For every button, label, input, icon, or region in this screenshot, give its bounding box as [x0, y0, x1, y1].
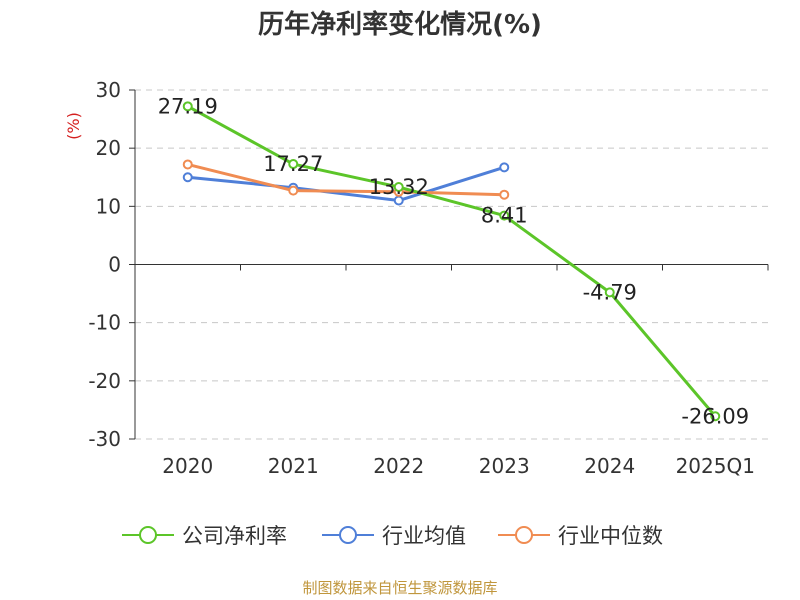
x-tick-label: 2024 [584, 454, 635, 478]
y-tick-label: 10 [96, 194, 121, 218]
x-tick-label: 2021 [268, 454, 319, 478]
series-line [187, 162, 505, 197]
legend-label: 行业中位数 [558, 524, 663, 548]
data-label: -4.79 [583, 280, 637, 304]
data-label: -26.09 [681, 404, 749, 428]
data-point[interactable] [288, 185, 299, 196]
data-point[interactable] [499, 210, 510, 221]
data-point[interactable] [182, 172, 193, 183]
data-point[interactable] [499, 189, 510, 200]
y-tick-label: -30 [88, 427, 121, 451]
y-tick-label: -10 [88, 311, 121, 335]
y-tick-label: 20 [96, 136, 121, 160]
data-label: 13.32 [369, 175, 429, 199]
x-tick-label: 2022 [373, 454, 424, 478]
series-lines [182, 101, 721, 422]
line-chart: 30 20 10 0 -10 -20 -30 2020 2021 2022 2023 2024 2025… [64, 78, 769, 478]
legend-marker-icon [498, 526, 550, 544]
data-point[interactable] [288, 159, 299, 170]
data-label: 27.19 [158, 94, 218, 118]
data-label: 17.27 [263, 152, 323, 176]
data-labels: 27.19 17.27 13.32 8.41 -4.79 -26.09 [158, 94, 749, 428]
x-tick-label: 2025Q1 [676, 454, 755, 478]
data-point[interactable] [182, 101, 193, 112]
data-source-note: 制图数据来自恒生聚源数据库 [302, 579, 498, 597]
legend-marker-icon [122, 526, 174, 544]
legend-marker-icon [322, 526, 374, 544]
data-point[interactable] [182, 159, 193, 170]
legend-label: 公司净利率 [182, 524, 287, 548]
legend-item[interactable]: 行业中位数 [498, 520, 663, 550]
y-tick-label: -20 [88, 369, 121, 393]
y-tick-label: 0 [108, 253, 121, 277]
data-point[interactable] [710, 411, 721, 422]
legend-item[interactable]: 行业均值 [322, 520, 466, 550]
series-line [187, 165, 505, 203]
series-line [187, 105, 717, 418]
legend-label: 行业均值 [382, 524, 466, 548]
legend-item[interactable]: 公司净利率 [122, 520, 287, 550]
chart-title: 历年净利率变化情况(%) [258, 10, 542, 40]
data-label: 8.41 [481, 204, 528, 228]
data-point[interactable] [604, 287, 615, 298]
data-point[interactable] [499, 162, 510, 173]
data-point[interactable] [393, 182, 404, 193]
x-tick-label: 2020 [162, 454, 213, 478]
axes: 30 20 10 0 -10 -20 -30 2020 2021 2022 2023 2024 2025… [64, 78, 769, 478]
y-tick-label: 30 [96, 78, 121, 102]
y-axis-label: (%) [64, 112, 83, 140]
x-tick-label: 2023 [479, 454, 530, 478]
